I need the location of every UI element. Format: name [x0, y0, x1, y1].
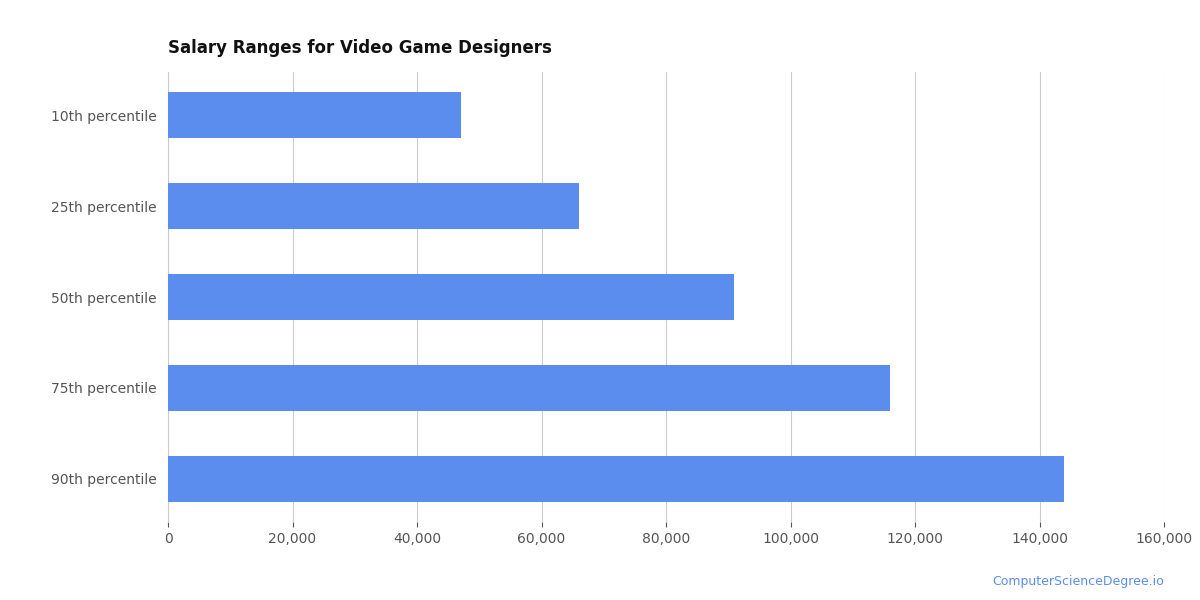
- Text: Salary Ranges for Video Game Designers: Salary Ranges for Video Game Designers: [168, 38, 552, 56]
- Bar: [168, 365, 890, 410]
- Bar: [168, 456, 1064, 502]
- Bar: [168, 274, 734, 320]
- Bar: [168, 184, 578, 229]
- Text: ComputerScienceDegree.io: ComputerScienceDegree.io: [992, 575, 1164, 588]
- Bar: [168, 92, 461, 138]
